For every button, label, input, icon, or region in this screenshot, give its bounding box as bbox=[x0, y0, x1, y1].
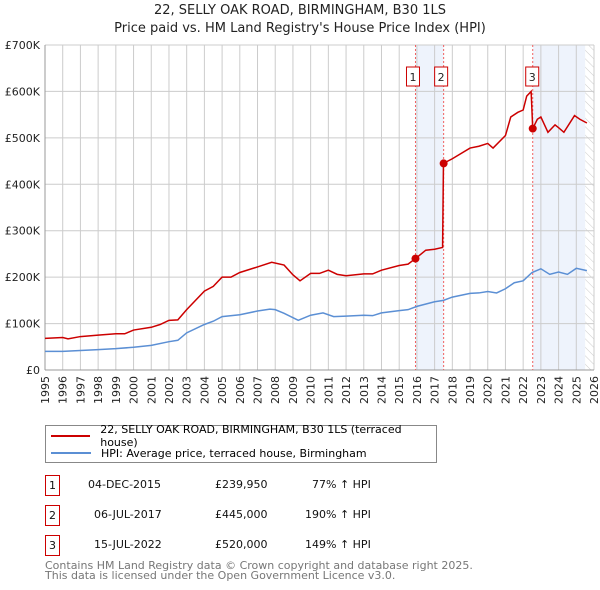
x-tick-label: 2024 bbox=[553, 376, 566, 404]
y-tick-label: £0 bbox=[26, 364, 40, 377]
x-tick-label: 2010 bbox=[305, 376, 318, 404]
legend-item-hpi: HPI: Average price, terraced house, Birm… bbox=[51, 445, 367, 461]
x-tick-label: 1999 bbox=[110, 376, 123, 404]
price-line bbox=[44, 89, 588, 340]
chart-title: 22, SELLY OAK ROAD, BIRMINGHAM, B30 1LS bbox=[153, 3, 446, 18]
x-tick-label: 2012 bbox=[340, 376, 353, 404]
sale-marker-label: 2 bbox=[438, 71, 445, 84]
sale-marker-box bbox=[405, 66, 420, 87]
x-tick-label: 2002 bbox=[163, 376, 176, 404]
sale-marker-label: 3 bbox=[529, 71, 536, 84]
x-tick-label: 1995 bbox=[39, 376, 52, 404]
sale-hpi: 190% ↑ HPI bbox=[305, 508, 371, 521]
sale-hpi: 77% ↑ HPI bbox=[312, 478, 371, 491]
y-tick-label: £200K bbox=[5, 271, 41, 284]
sale-date: 06-JUL-2017 bbox=[94, 508, 162, 521]
chart-plot: 1995 1996 1997 1998 1999 2000 2001 2002 2003 2004… bbox=[5, 39, 600, 404]
x-tick-label: 2019 bbox=[464, 376, 477, 404]
x-tick-label: 1998 bbox=[92, 376, 105, 404]
sale-marker-box bbox=[525, 66, 540, 87]
sale-marker-label: 1 bbox=[45, 475, 60, 496]
x-tick-label: 2003 bbox=[181, 376, 194, 404]
x-tick-label: 2001 bbox=[145, 376, 158, 404]
sale-point bbox=[439, 159, 448, 168]
y-tick-label: £500K bbox=[5, 132, 41, 145]
x-tick-label: 2005 bbox=[216, 376, 229, 404]
x-tick-label: 2008 bbox=[269, 376, 282, 404]
y-tick-label: £300K bbox=[5, 225, 41, 238]
sale-date: 15-JUL-2022 bbox=[94, 538, 162, 551]
x-tick-label: 2013 bbox=[358, 376, 371, 404]
x-tick-label: 2007 bbox=[252, 376, 265, 404]
sale-marker-box bbox=[434, 66, 449, 87]
x-tick-label: 2016 bbox=[411, 376, 424, 404]
x-tick-label: 2023 bbox=[535, 376, 548, 404]
sale-marker-label: 3 bbox=[45, 535, 60, 556]
x-tick-label: 2021 bbox=[499, 376, 512, 404]
x-tick-label: 2017 bbox=[429, 376, 442, 404]
sale-price: £239,950 bbox=[215, 478, 268, 491]
sale-point bbox=[411, 254, 420, 263]
x-tick-label: 2014 bbox=[375, 376, 388, 404]
x-tick-label: 2004 bbox=[198, 376, 211, 404]
x-tick-label: 2011 bbox=[322, 376, 335, 404]
x-tick-label: 2015 bbox=[393, 376, 406, 404]
x-tick-label: 1996 bbox=[57, 376, 70, 404]
legend-swatch-price bbox=[51, 435, 91, 437]
legend: 22, SELLY OAK ROAD, BIRMINGHAM, B30 1LS … bbox=[45, 423, 437, 463]
x-tick-label: 2018 bbox=[446, 376, 459, 404]
legend-label-hpi: HPI: Average price, terraced house, Birm… bbox=[101, 446, 367, 460]
x-tick-label: 2000 bbox=[128, 376, 141, 404]
x-tick-label: 2020 bbox=[482, 376, 495, 404]
y-tick-label: £700K bbox=[5, 39, 41, 52]
x-tick-label: 2009 bbox=[287, 376, 300, 404]
sale-marker-label: 2 bbox=[45, 505, 60, 526]
sale-point bbox=[528, 124, 537, 133]
x-tick-label: 2022 bbox=[517, 376, 530, 404]
footer-licence: This data is licensed under the Open Gov… bbox=[45, 569, 396, 582]
footer-copyright: Contains HM Land Registry data © Crown c… bbox=[45, 559, 473, 572]
sale-price: £445,000 bbox=[215, 508, 268, 521]
shaded-region bbox=[415, 45, 444, 370]
y-tick-label: £400K bbox=[5, 178, 41, 191]
sale-marker-label: 1 bbox=[409, 71, 416, 84]
x-tick-label: 2025 bbox=[570, 376, 583, 404]
sale-hpi: 149% ↑ HPI bbox=[305, 538, 371, 551]
forecast-hatch bbox=[585, 45, 594, 370]
legend-swatch-hpi bbox=[51, 452, 91, 454]
sale-date: 04-DEC-2015 bbox=[88, 478, 162, 491]
y-tick-label: £100K bbox=[5, 318, 41, 331]
legend-label-price: 22, SELLY OAK ROAD, BIRMINGHAM, B30 1LS … bbox=[100, 423, 402, 449]
hpi-line bbox=[45, 267, 588, 353]
legend-item-price: 22, SELLY OAK ROAD, BIRMINGHAM, B30 1LS … bbox=[51, 423, 436, 449]
sale-price: £520,000 bbox=[215, 538, 268, 551]
x-tick-label: 2006 bbox=[234, 376, 247, 404]
chart-subtitle: Price paid vs. HM Land Registry's House … bbox=[114, 21, 486, 36]
x-tick-label: 2026 bbox=[588, 376, 600, 404]
x-tick-label: 1997 bbox=[74, 376, 87, 404]
y-tick-label: £600K bbox=[5, 85, 41, 98]
